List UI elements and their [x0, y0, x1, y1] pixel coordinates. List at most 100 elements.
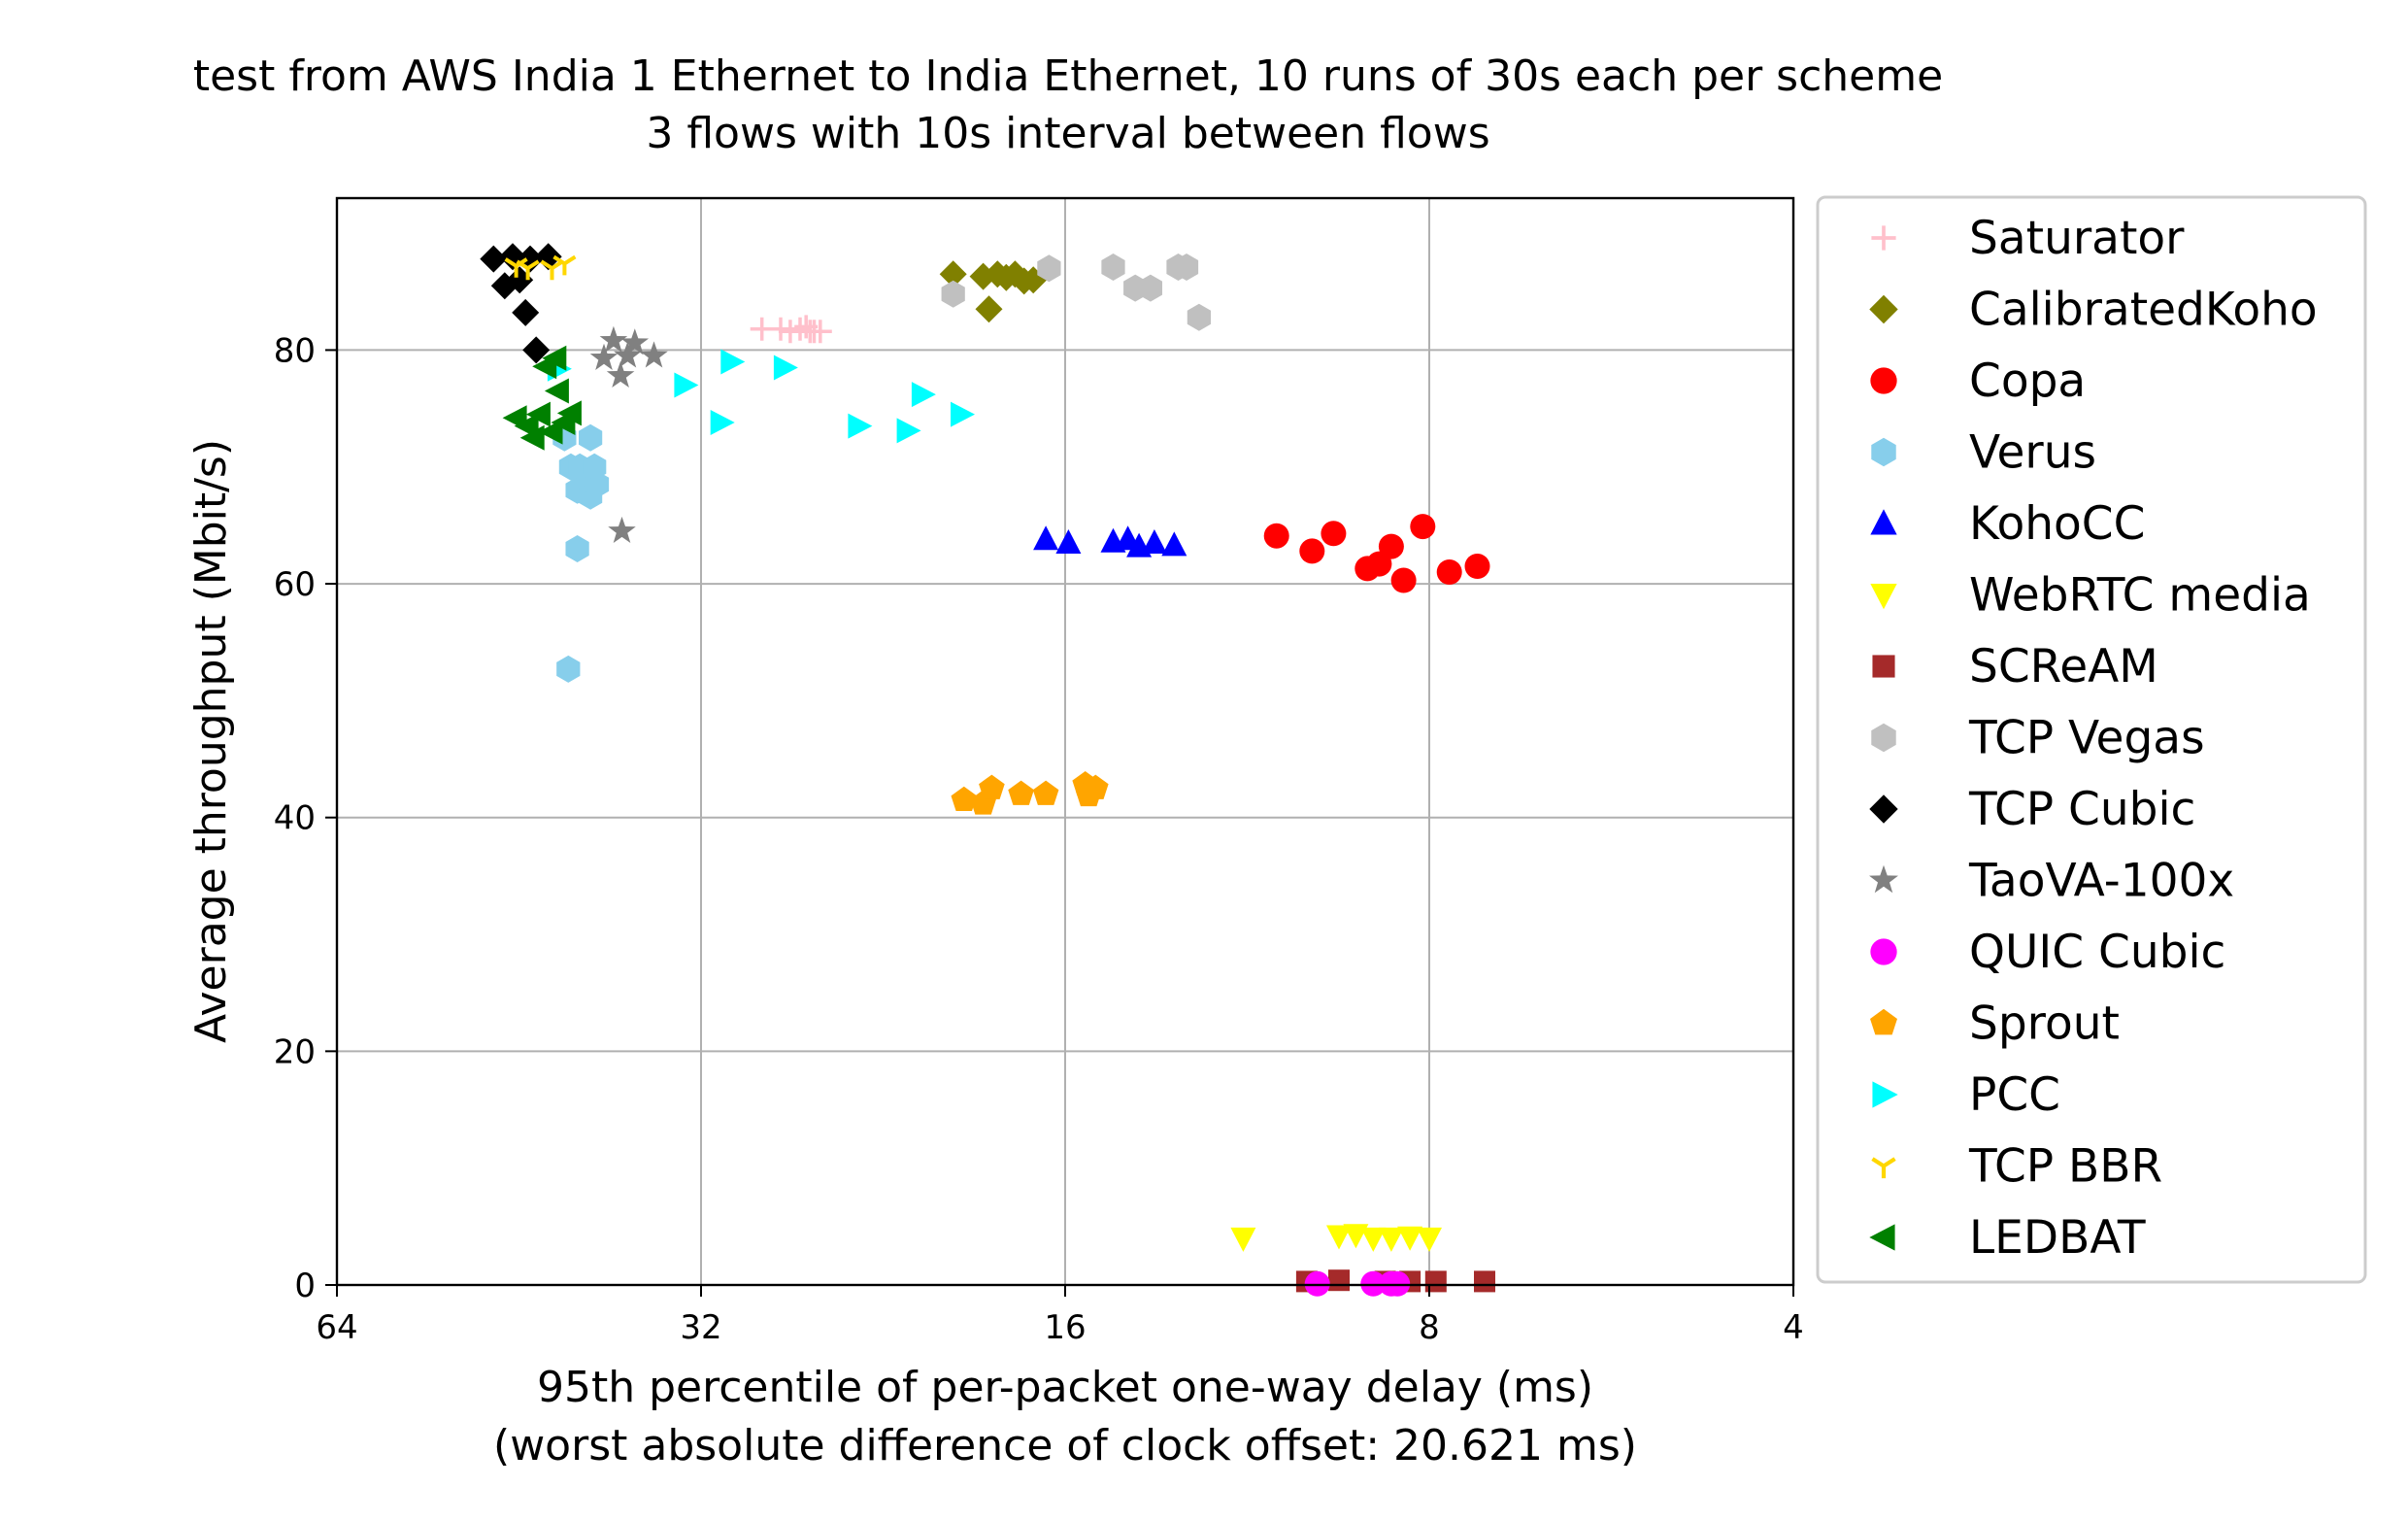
- point-webrtc-media: [1397, 1226, 1423, 1251]
- point-pcc: [773, 355, 798, 381]
- point-webrtc-media: [1326, 1225, 1352, 1250]
- legend-marker-ledbat: [1869, 1224, 1895, 1251]
- legend-marker-quic-cubic: [1870, 938, 1897, 965]
- legend-marker-kohocc: [1870, 509, 1897, 535]
- point-taova-100x: [606, 360, 635, 389]
- point-ledbat: [544, 378, 569, 404]
- series-tcp-bbr: [504, 254, 577, 281]
- series-tcp-vegas: [941, 254, 1212, 331]
- series-ledbat: [502, 345, 582, 451]
- point-verus: [565, 535, 589, 562]
- legend-marker-tcp-vegas: [1871, 723, 1896, 753]
- point-scream: [1328, 1269, 1350, 1292]
- legend-marker-scream: [1872, 655, 1895, 678]
- point-verus: [583, 453, 607, 481]
- legend-marker-pcc: [1872, 1081, 1898, 1108]
- point-webrtc-media: [1378, 1227, 1404, 1252]
- point-taova-100x: [589, 343, 619, 370]
- legend-label-webrtc-media: WebRTC media: [1969, 569, 2311, 623]
- legend-item-saturator: Saturator: [1871, 212, 2185, 265]
- legend-item-tcp-bbr: TCP BBR: [1871, 1140, 2162, 1194]
- legend-marker-webrtc-media: [1870, 583, 1897, 610]
- marks-layer: [480, 243, 1495, 1297]
- point-webrtc-media: [1360, 1227, 1387, 1252]
- point-ledbat: [556, 400, 582, 426]
- point-tcp-bbr: [516, 259, 540, 281]
- point-pcc: [720, 349, 746, 375]
- legend-label-tcp-bbr: TCP BBR: [1968, 1140, 2162, 1194]
- x-tick-label: 4: [1783, 1308, 1804, 1347]
- point-pcc: [710, 410, 735, 435]
- point-calibratedkoho: [939, 260, 967, 288]
- legend-item-sprout: Sprout: [1870, 997, 2120, 1051]
- legend-label-tcp-vegas: TCP Vegas: [1968, 712, 2205, 765]
- point-verus: [578, 423, 603, 452]
- point-ledbat: [538, 419, 563, 445]
- series-verus: [552, 423, 610, 683]
- point-taova-100x: [599, 325, 628, 353]
- legend-marker-taova-100x: [1869, 864, 1898, 894]
- x-axis-label: 95th percentile of per-packet one-way de…: [537, 1363, 1593, 1412]
- series-copa: [1263, 514, 1490, 593]
- point-kohocc: [1141, 529, 1167, 554]
- legend-marker-tcp-bbr: [1871, 1157, 1896, 1179]
- point-saturator: [778, 320, 802, 344]
- series-taova-100x: [589, 325, 668, 544]
- point-tcp-vegas: [1101, 254, 1125, 281]
- chart-subtitle: 3 flows with 10s interval between flows: [646, 109, 1489, 158]
- point-copa: [1464, 554, 1490, 579]
- series-calibratedkoho: [939, 260, 1048, 323]
- legend-label-verus: Verus: [1969, 426, 2096, 480]
- legend-label-ledbat: LEDBAT: [1969, 1211, 2146, 1265]
- x-tick-label: 16: [1044, 1308, 1086, 1347]
- point-sprout: [1032, 780, 1059, 805]
- legend-item-webrtc-media: WebRTC media: [1870, 569, 2311, 623]
- legend-label-tcp-cubic: TCP Cubic: [1968, 783, 2195, 836]
- point-pcc: [896, 418, 921, 444]
- legend: Saturator CalibratedKoho Copa Verus KohoCC We…: [1816, 195, 2367, 1284]
- point-pcc: [848, 413, 873, 439]
- legend-item-taova-100x: TaoVA-100x: [1869, 855, 2234, 908]
- point-saturator: [794, 315, 819, 339]
- point-tcp-vegas: [1138, 274, 1163, 302]
- legend-label-pcc: PCC: [1969, 1068, 2060, 1122]
- legend-marker-tcp-cubic: [1869, 794, 1898, 824]
- legend-box: [1816, 195, 2367, 1284]
- legend-item-quic-cubic: QUIC Cubic: [1870, 926, 2225, 979]
- point-webrtc-media: [1417, 1227, 1442, 1252]
- series-sprout: [951, 771, 1109, 815]
- point-tcp-vegas: [1174, 254, 1199, 281]
- point-ledbat: [519, 424, 545, 451]
- point-tcp-cubic: [512, 298, 540, 326]
- point-copa: [1410, 514, 1436, 540]
- point-kohocc: [1033, 525, 1059, 551]
- point-pcc: [674, 372, 699, 398]
- point-verus: [556, 655, 581, 683]
- point-taova-100x: [620, 328, 650, 355]
- point-copa: [1436, 559, 1462, 585]
- point-copa: [1299, 538, 1325, 564]
- point-calibratedkoho: [969, 262, 997, 290]
- point-tcp-vegas: [1187, 303, 1212, 331]
- legend-label-saturator: Saturator: [1969, 212, 2185, 265]
- point-tcp-cubic: [480, 245, 508, 273]
- legend-label-quic-cubic: QUIC Cubic: [1969, 926, 2225, 979]
- point-copa: [1321, 521, 1347, 547]
- legend-marker-copa: [1870, 367, 1897, 394]
- y-tick-label: 60: [274, 565, 316, 604]
- legend-label-scream: SCReAM: [1969, 640, 2158, 693]
- point-copa: [1390, 567, 1417, 593]
- legend-item-copa: Copa: [1870, 355, 2086, 408]
- legend-label-taova-100x: TaoVA-100x: [1968, 855, 2234, 908]
- x-axis-label-secondary: (worst absolute difference of clock offs…: [493, 1421, 1637, 1470]
- x-tick-label: 32: [680, 1308, 721, 1347]
- legend-marker-verus: [1871, 437, 1896, 467]
- point-sprout: [1075, 781, 1102, 807]
- point-taova-100x: [608, 516, 636, 544]
- point-tcp-bbr: [552, 254, 577, 276]
- point-scream: [1474, 1270, 1495, 1293]
- point-ledbat: [525, 401, 551, 427]
- legend-label-sprout: Sprout: [1969, 997, 2120, 1051]
- y-tick-label: 40: [274, 799, 316, 838]
